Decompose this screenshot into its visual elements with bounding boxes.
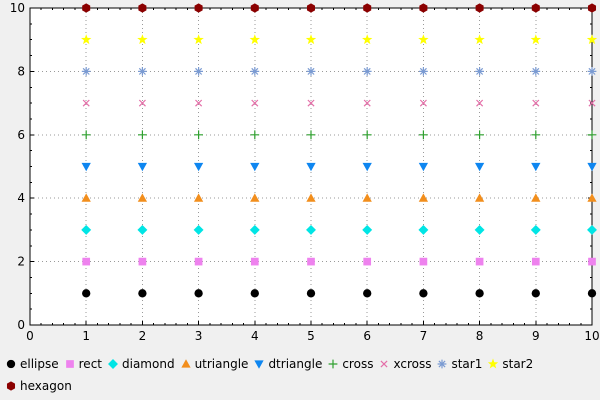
y-tick-label: 4 xyxy=(17,191,25,205)
x-tick-label: 5 xyxy=(307,329,315,343)
y-tick-label: 6 xyxy=(17,128,25,142)
legend-item-ellipse: ellipse xyxy=(4,357,59,371)
x-tick-label: 2 xyxy=(139,329,147,343)
legend-item-label: star2 xyxy=(502,357,534,371)
legend-row: ellipse rect diamond utriangle dtriangle cros… xyxy=(4,353,600,375)
x-tick-label: 7 xyxy=(420,329,428,343)
x-tick-label: 1 xyxy=(82,329,90,343)
legend-item-label: star1 xyxy=(451,357,483,371)
data-markers xyxy=(81,3,598,298)
legend-item-label: xcross xyxy=(393,357,432,371)
star2-marker-icon xyxy=(488,358,499,369)
x-tick-label: 4 xyxy=(251,329,259,343)
legend-item-star2: star2 xyxy=(486,357,533,371)
x-tick-label: 10 xyxy=(584,329,599,343)
legend-item-cross: cross xyxy=(326,357,373,371)
legend-item-label: cross xyxy=(342,357,374,371)
legend-item-label: dtriangle xyxy=(268,357,323,371)
star1-marker-icon xyxy=(438,359,447,369)
x-tick-label: 3 xyxy=(195,329,203,343)
x-tick-label: 8 xyxy=(476,329,484,343)
legend: ellipse rect diamond utriangle dtriangle cros… xyxy=(0,350,600,397)
diamond-marker-icon xyxy=(108,359,118,369)
legend-item-diamond: diamond xyxy=(106,357,175,371)
x-tick-label: 6 xyxy=(363,329,371,343)
legend-item-label: rect xyxy=(78,357,102,371)
legend-item-xcross: xcross xyxy=(377,357,431,371)
legend-item-rect: rect xyxy=(63,357,102,371)
dtriangle-marker-icon xyxy=(254,360,265,369)
legend-item-label: hexagon xyxy=(20,379,72,393)
utriangle-marker-icon xyxy=(180,359,191,368)
legend-row: hexagon xyxy=(4,375,600,397)
legend-item-star1: star1 xyxy=(435,357,482,371)
tick-labels: 0 1 2 3 4 5 6 7 8 9 10 0 2 4 6 8 10 xyxy=(10,1,600,343)
y-tick-label: 8 xyxy=(17,64,25,78)
legend-item-hexagon: hexagon xyxy=(4,379,72,393)
x-tick-label: 9 xyxy=(532,329,540,343)
y-tick-label: 10 xyxy=(10,1,25,15)
ellipse-marker-icon xyxy=(6,359,16,369)
y-tick-label: 0 xyxy=(17,318,25,332)
legend-item-utriangle: utriangle xyxy=(179,357,249,371)
hexagon-marker-icon xyxy=(6,381,16,391)
legend-item-label: ellipse xyxy=(20,357,59,371)
y-tick-label: 2 xyxy=(17,255,25,269)
legend-item-label: diamond xyxy=(122,357,175,371)
legend-item-dtriangle: dtriangle xyxy=(252,357,322,371)
marker-scatter-chart: 0 1 2 3 4 5 6 7 8 9 10 0 2 4 6 8 10 xyxy=(10,1,600,343)
legend-item-label: utriangle xyxy=(194,357,249,371)
xcross-marker-icon xyxy=(380,360,388,368)
rect-marker-icon xyxy=(65,360,74,368)
x-tick-label: 0 xyxy=(26,329,34,343)
cross-marker-icon xyxy=(328,359,338,369)
